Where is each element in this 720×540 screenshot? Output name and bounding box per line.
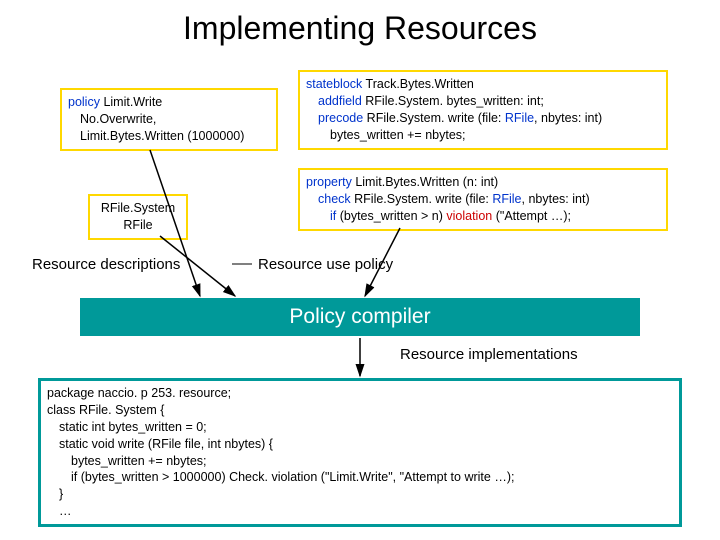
policy-line2: No.Overwrite, <box>68 111 270 128</box>
check-text2: , nbytes: int) <box>522 192 590 206</box>
precode-text2: , nbytes: int) <box>534 111 602 125</box>
stateblock-name: Track.Bytes.Written <box>362 77 474 91</box>
label-resource-use-policy: Resource use policy <box>258 256 393 273</box>
impl-l3: static int bytes_written = 0; <box>47 419 673 436</box>
policy-line3: Limit.Bytes.Written (1000000) <box>68 128 270 145</box>
kw-property: property <box>306 175 352 189</box>
impl-l5: bytes_written += nbytes; <box>47 453 673 470</box>
addfield-text: RFile.System. bytes_written: int; <box>362 94 544 108</box>
implementation-box: package naccio. p 253. resource; class R… <box>38 378 682 527</box>
policy-compiler-bar: Policy compiler <box>80 298 640 336</box>
if-text1: (bytes_written > n) <box>336 209 446 223</box>
label-resource-implementations: Resource implementations <box>400 346 578 363</box>
page-title: Implementing Resources <box>0 0 720 47</box>
rfile-l2: RFile <box>123 218 152 232</box>
if-text2: ("Attempt …); <box>492 209 571 223</box>
label-resource-descriptions: Resource descriptions <box>32 256 180 273</box>
impl-l2: class RFile. System { <box>47 403 164 417</box>
impl-l7: } <box>47 486 673 503</box>
kw-check: check <box>318 192 351 206</box>
check-rfile: RFile <box>492 192 521 206</box>
rfile-box: RFile.System RFile <box>88 194 188 240</box>
impl-l8: … <box>47 503 673 520</box>
precode-rfile: RFile <box>505 111 534 125</box>
impl-l6: if (bytes_written > 1000000) Check. viol… <box>47 469 673 486</box>
kw-precode: precode <box>318 111 363 125</box>
check-text1: RFile.System. write (file: <box>351 192 493 206</box>
kw-violation: violation <box>446 209 492 223</box>
kw-addfield: addfield <box>318 94 362 108</box>
rfile-l1: RFile.System <box>101 201 175 215</box>
impl-l4: static void write (RFile file, int nbyte… <box>47 436 673 453</box>
kw-policy: policy <box>68 95 100 109</box>
impl-l1: package naccio. p 253. resource; <box>47 386 231 400</box>
policy-box: policy Limit.Write No.Overwrite, Limit.B… <box>60 88 278 151</box>
precode-text1: RFile.System. write (file: <box>363 111 505 125</box>
policy-name: Limit.Write <box>100 95 162 109</box>
kw-stateblock: stateblock <box>306 77 362 91</box>
property-box: property Limit.Bytes.Written (n: int) ch… <box>298 168 668 231</box>
property-name: Limit.Bytes.Written (n: int) <box>352 175 498 189</box>
stateblock-box: stateblock Track.Bytes.Written addfield … <box>298 70 668 150</box>
stateblock-body: bytes_written += nbytes; <box>306 127 660 144</box>
